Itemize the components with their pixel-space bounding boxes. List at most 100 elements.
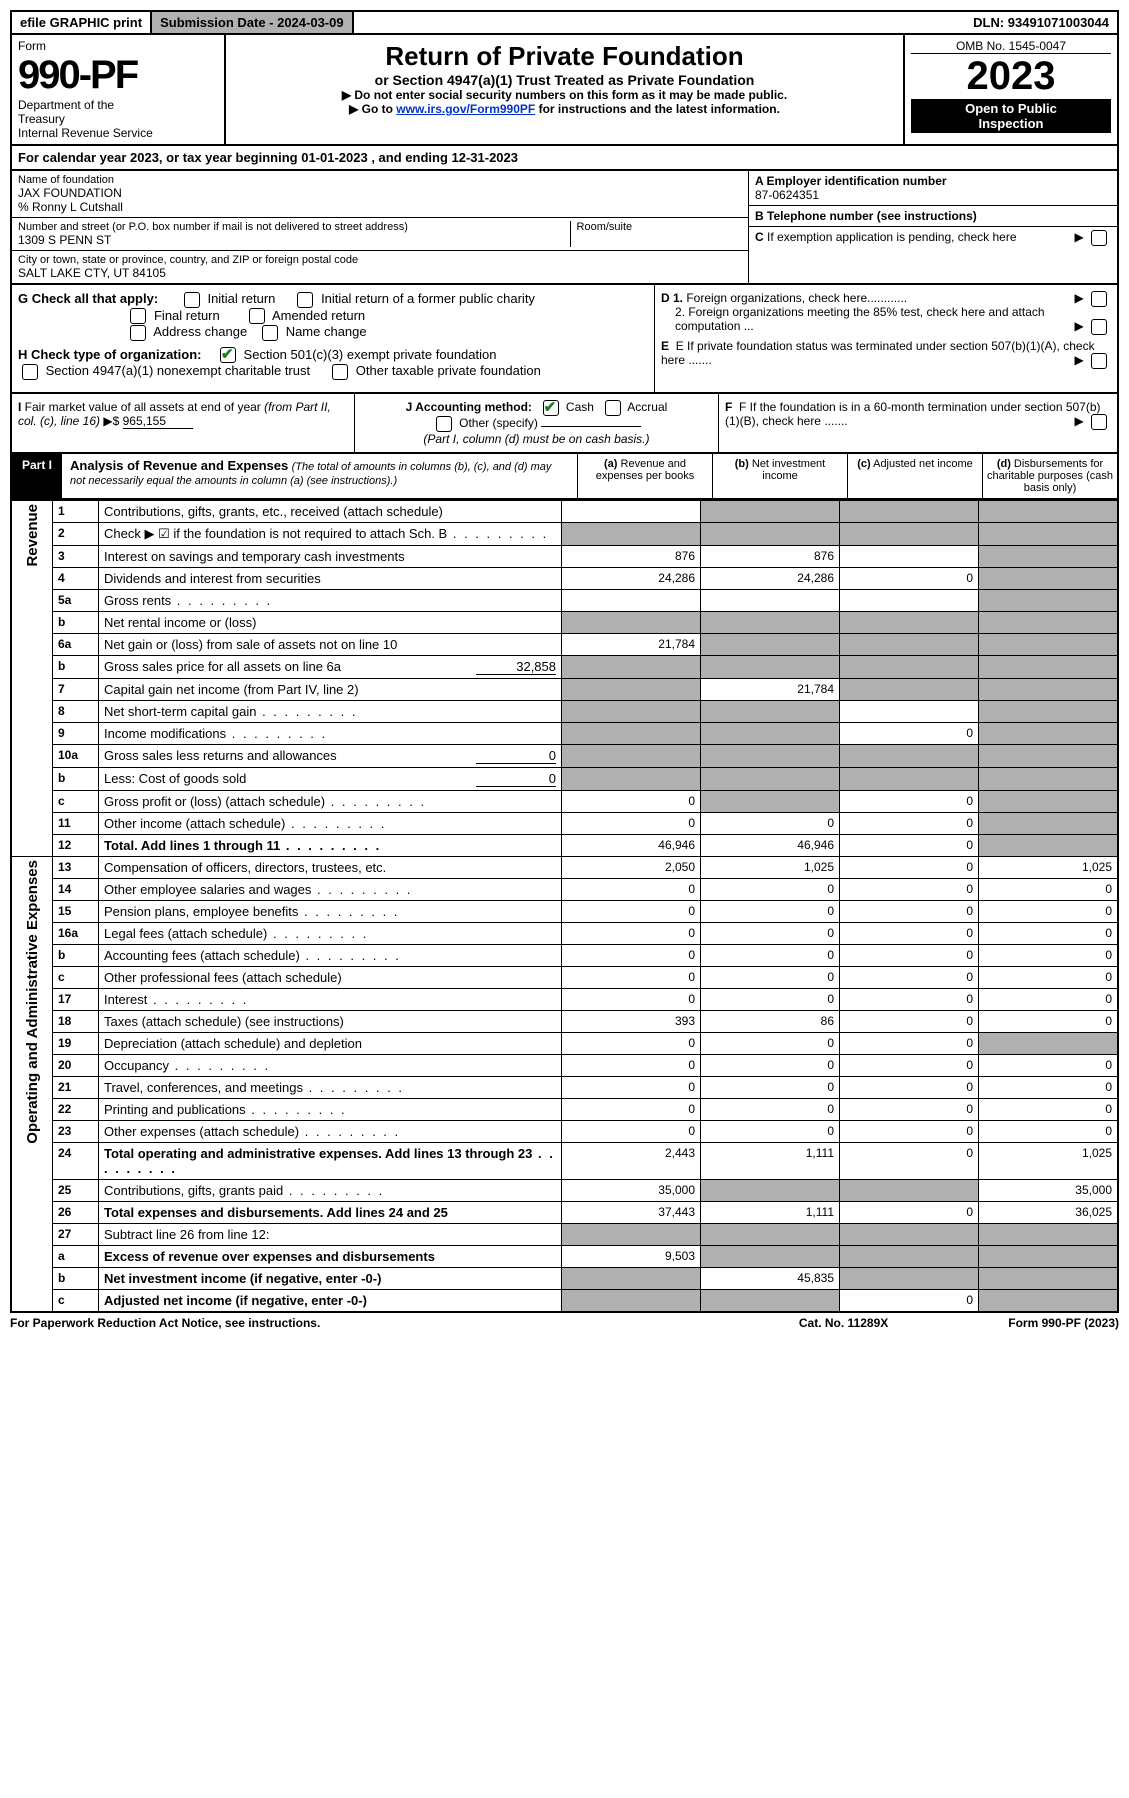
address-change-checkbox[interactable] <box>130 325 146 341</box>
phone-label: B Telephone number (see instructions) <box>755 209 977 223</box>
addr-label: Number and street (or P.O. box number if… <box>18 221 570 233</box>
table-row: 2Check ▶ ☑ if the foundation is not requ… <box>11 522 1118 545</box>
amount-cell: 0 <box>840 900 979 922</box>
table-row: Revenue1Contributions, gifts, grants, et… <box>11 500 1118 522</box>
f-checkbox[interactable] <box>1091 414 1107 430</box>
amount-cell <box>840 1223 979 1245</box>
amount-cell: 0 <box>840 1054 979 1076</box>
amount-cell <box>840 633 979 655</box>
line-number: 22 <box>53 1098 99 1120</box>
amount-cell: 0 <box>979 966 1119 988</box>
amount-cell: 0 <box>562 944 701 966</box>
amount-cell: 21,784 <box>701 678 840 700</box>
line-description: Interest on savings and temporary cash i… <box>99 545 562 567</box>
amended-return-checkbox[interactable] <box>249 308 265 324</box>
e-checkbox[interactable] <box>1091 353 1107 369</box>
form-number: 990-PF <box>18 53 218 98</box>
amount-cell: 46,946 <box>701 834 840 856</box>
501c3-checkbox[interactable] <box>220 347 236 363</box>
line-description: Pension plans, employee benefits <box>99 900 562 922</box>
line-number: 7 <box>53 678 99 700</box>
amount-cell: 0 <box>701 1054 840 1076</box>
amount-cell <box>979 834 1119 856</box>
amount-cell <box>979 567 1119 589</box>
line-number: 19 <box>53 1032 99 1054</box>
other-taxable-checkbox[interactable] <box>332 364 348 380</box>
amount-cell <box>562 611 701 633</box>
amount-cell: 0 <box>562 812 701 834</box>
part1-label: Part I <box>12 454 62 498</box>
amount-cell <box>562 589 701 611</box>
open-to-public: Open to PublicInspection <box>911 99 1111 133</box>
amount-cell: 0 <box>979 1054 1119 1076</box>
amount-cell: 0 <box>701 900 840 922</box>
accrual-checkbox[interactable] <box>605 400 621 416</box>
amount-cell: 0 <box>840 722 979 744</box>
part1-title: Analysis of Revenue and Expenses (The to… <box>62 454 577 498</box>
line-description: Other income (attach schedule) <box>99 812 562 834</box>
amount-cell: 35,000 <box>979 1179 1119 1201</box>
table-row: bAccounting fees (attach schedule)0000 <box>11 944 1118 966</box>
line-number: 26 <box>53 1201 99 1223</box>
other-method-checkbox[interactable] <box>436 416 452 432</box>
amount-cell <box>701 1223 840 1245</box>
city-value: SALT LAKE CTY, UT 84105 <box>18 266 742 280</box>
final-return-checkbox[interactable] <box>130 308 146 324</box>
col-d-header: (d) Disbursements for charitable purpose… <box>982 454 1117 498</box>
amount-cell: 0 <box>701 878 840 900</box>
line-number: 25 <box>53 1179 99 1201</box>
amount-cell <box>701 700 840 722</box>
amount-cell: 876 <box>562 545 701 567</box>
header-left: Form 990-PF Department of theTreasuryInt… <box>12 35 226 144</box>
irs-link[interactable]: www.irs.gov/Form990PF <box>396 102 535 116</box>
info-right: A Employer identification number 87-0624… <box>749 171 1117 283</box>
amount-cell <box>562 1289 701 1312</box>
table-row: 4Dividends and interest from securities2… <box>11 567 1118 589</box>
amount-cell: 2,443 <box>562 1142 701 1179</box>
amount-cell <box>562 655 701 678</box>
amount-cell <box>701 1179 840 1201</box>
amount-cell: 0 <box>701 812 840 834</box>
initial-return-checkbox[interactable] <box>184 292 200 308</box>
amount-cell: 45,835 <box>701 1267 840 1289</box>
line-number: c <box>53 966 99 988</box>
amount-cell: 0 <box>840 812 979 834</box>
amount-cell: 0 <box>840 834 979 856</box>
amount-cell <box>979 700 1119 722</box>
initial-former-checkbox[interactable] <box>297 292 313 308</box>
line-description: Net gain or (loss) from sale of assets n… <box>99 633 562 655</box>
line-description: Legal fees (attach schedule) <box>99 922 562 944</box>
amount-cell: 0 <box>840 944 979 966</box>
table-row: 16aLegal fees (attach schedule)0000 <box>11 922 1118 944</box>
line-number: 8 <box>53 700 99 722</box>
table-row: 21Travel, conferences, and meetings0000 <box>11 1076 1118 1098</box>
footer-right: Form 990-PF (2023) <box>1008 1316 1119 1330</box>
amount-cell: 1,025 <box>979 856 1119 878</box>
amount-cell <box>979 545 1119 567</box>
line-description: Interest <box>99 988 562 1010</box>
line-number: 18 <box>53 1010 99 1032</box>
header-right: OMB No. 1545-0047 2023 Open to PublicIns… <box>903 35 1117 144</box>
c-checkbox[interactable] <box>1091 230 1107 246</box>
table-row: 5aGross rents <box>11 589 1118 611</box>
table-row: bNet rental income or (loss) <box>11 611 1118 633</box>
line-description: Other expenses (attach schedule) <box>99 1120 562 1142</box>
line-description: Taxes (attach schedule) (see instruction… <box>99 1010 562 1032</box>
line-number: 24 <box>53 1142 99 1179</box>
amount-cell: 0 <box>979 900 1119 922</box>
line-description: Compensation of officers, directors, tru… <box>99 856 562 878</box>
d2-row: 2. Foreign organizations meeting the 85%… <box>661 305 1111 333</box>
amount-cell <box>979 1245 1119 1267</box>
ein-cell: A Employer identification number 87-0624… <box>749 171 1117 206</box>
line-number: 20 <box>53 1054 99 1076</box>
line-number: 21 <box>53 1076 99 1098</box>
cash-checkbox[interactable] <box>543 400 559 416</box>
name-change-checkbox[interactable] <box>262 325 278 341</box>
4947-checkbox[interactable] <box>22 364 38 380</box>
line-description: Gross sales price for all assets on line… <box>99 655 562 678</box>
amount-cell: 0 <box>562 790 701 812</box>
d1-checkbox[interactable] <box>1091 291 1107 307</box>
amount-cell <box>840 700 979 722</box>
form-title: Return of Private Foundation <box>232 41 897 72</box>
d2-checkbox[interactable] <box>1091 319 1107 335</box>
